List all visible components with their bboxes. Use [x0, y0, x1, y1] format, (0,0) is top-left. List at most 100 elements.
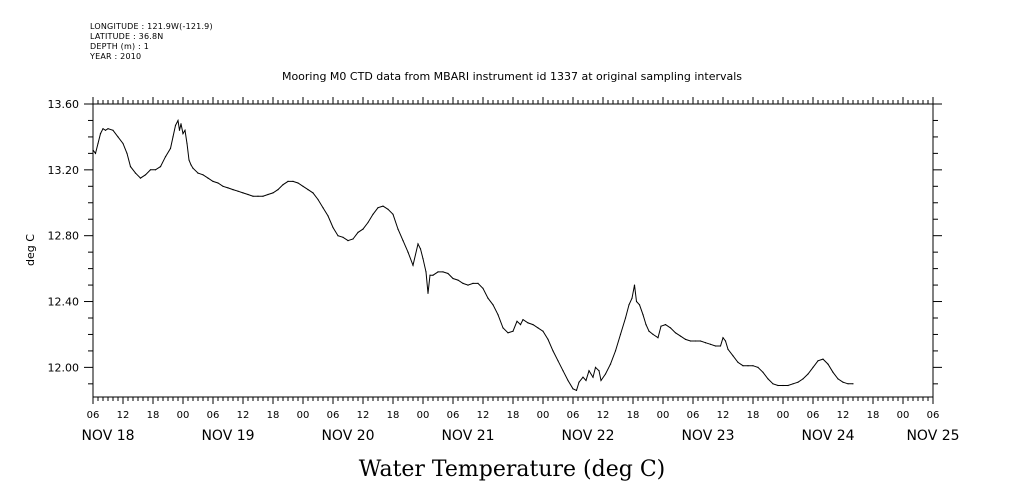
data-point [232, 189, 234, 191]
x-day-label: NOV 20 [321, 428, 374, 444]
data-point [669, 327, 672, 329]
data-point [372, 213, 374, 215]
data-point [582, 376, 584, 378]
metadata-latitude: LATITUDE : 36.8N [90, 32, 164, 41]
x-day-label: NOV 25 [906, 428, 959, 444]
data-point [102, 128, 104, 130]
data-point [188, 159, 190, 161]
data-point [492, 304, 494, 306]
x-tick-label: 06 [207, 410, 220, 421]
data-point [367, 221, 369, 224]
data-point [516, 320, 518, 322]
data-point [609, 363, 612, 365]
data-point [694, 340, 697, 342]
data-point [519, 324, 522, 326]
data-point [532, 324, 534, 326]
data-point [477, 282, 479, 284]
data-point [588, 370, 590, 372]
data-point [262, 195, 264, 197]
data-point [547, 338, 549, 340]
data-point [357, 231, 359, 233]
data-point [302, 185, 304, 187]
data-point [660, 325, 662, 327]
data-point [604, 373, 607, 375]
data-point [792, 383, 794, 385]
x-day-label: NOV 19 [201, 428, 254, 444]
data-point [122, 142, 124, 145]
data-point [457, 279, 459, 281]
data-point [642, 314, 644, 316]
data-point [727, 348, 729, 350]
data-point [652, 333, 654, 335]
axes: 06 12 18 00 06 12 18 00 06 12 18 00 06 12 18 00 06 12 18 00… [48, 97, 960, 444]
data-point [227, 187, 229, 189]
data-point [472, 282, 474, 284]
data-point [99, 133, 102, 135]
data-point [633, 284, 636, 286]
data-point [762, 371, 764, 373]
x-axis-label: Water Temperature (deg C) [359, 457, 666, 482]
x-day-label: NOV 22 [561, 428, 614, 444]
x-tick-label: 12 [477, 410, 490, 421]
data-point [619, 333, 622, 335]
data-point [657, 337, 659, 339]
data-point [585, 379, 587, 382]
data-point [638, 304, 641, 306]
x-tick-label: 18 [507, 410, 520, 421]
data-point [767, 378, 769, 380]
data-point [757, 366, 759, 368]
data-point [724, 340, 727, 342]
data-point [417, 243, 419, 245]
x-tick-label: 06 [447, 410, 460, 421]
data-point [847, 383, 849, 385]
data-point [164, 156, 167, 158]
x-tick-label: 00 [297, 410, 310, 421]
data-point [134, 172, 137, 174]
data-point [442, 271, 444, 273]
data-point [537, 327, 539, 329]
metadata-longitude: LONGITUDE : 121.9W(-121.9) [90, 22, 213, 31]
x-tick-label: 18 [747, 410, 760, 421]
data-point [562, 370, 564, 372]
data-point [567, 379, 569, 382]
x-tick-label: 12 [357, 410, 370, 421]
data-point [92, 149, 94, 151]
data-point [407, 251, 409, 253]
data-point [592, 376, 594, 378]
data-point [578, 381, 580, 383]
x-day-label: NOV 23 [681, 428, 734, 444]
data-point [186, 142, 188, 145]
y-tick-label: 13.60 [48, 98, 80, 111]
data-point [237, 190, 239, 192]
data-point [317, 198, 319, 201]
data-point [139, 177, 142, 179]
data-point [327, 215, 329, 217]
data-point [287, 180, 289, 182]
data-point [714, 345, 717, 347]
x-day-label: NOV 24 [801, 428, 854, 444]
data-point [452, 277, 454, 280]
y-tick-label: 13.20 [48, 164, 80, 177]
data-point [752, 365, 754, 367]
data-point [699, 340, 702, 342]
data-point [462, 282, 464, 284]
data-point [257, 195, 259, 197]
data-point [674, 332, 677, 334]
data-point [174, 124, 177, 126]
data-point [159, 166, 162, 168]
data-point [507, 332, 509, 334]
data-point [337, 235, 339, 237]
data-point [104, 129, 107, 131]
data-point [217, 182, 219, 184]
data-point [502, 327, 504, 329]
data-point [184, 129, 186, 131]
data-point [212, 180, 214, 182]
data-point [117, 136, 119, 138]
x-tick-label: 06 [807, 410, 820, 421]
x-tick-label: 00 [657, 410, 670, 421]
data-point [112, 129, 114, 131]
data-point [447, 272, 449, 275]
data-point [684, 338, 687, 340]
temperature-series-line [92, 118, 853, 392]
data-point [542, 330, 544, 332]
